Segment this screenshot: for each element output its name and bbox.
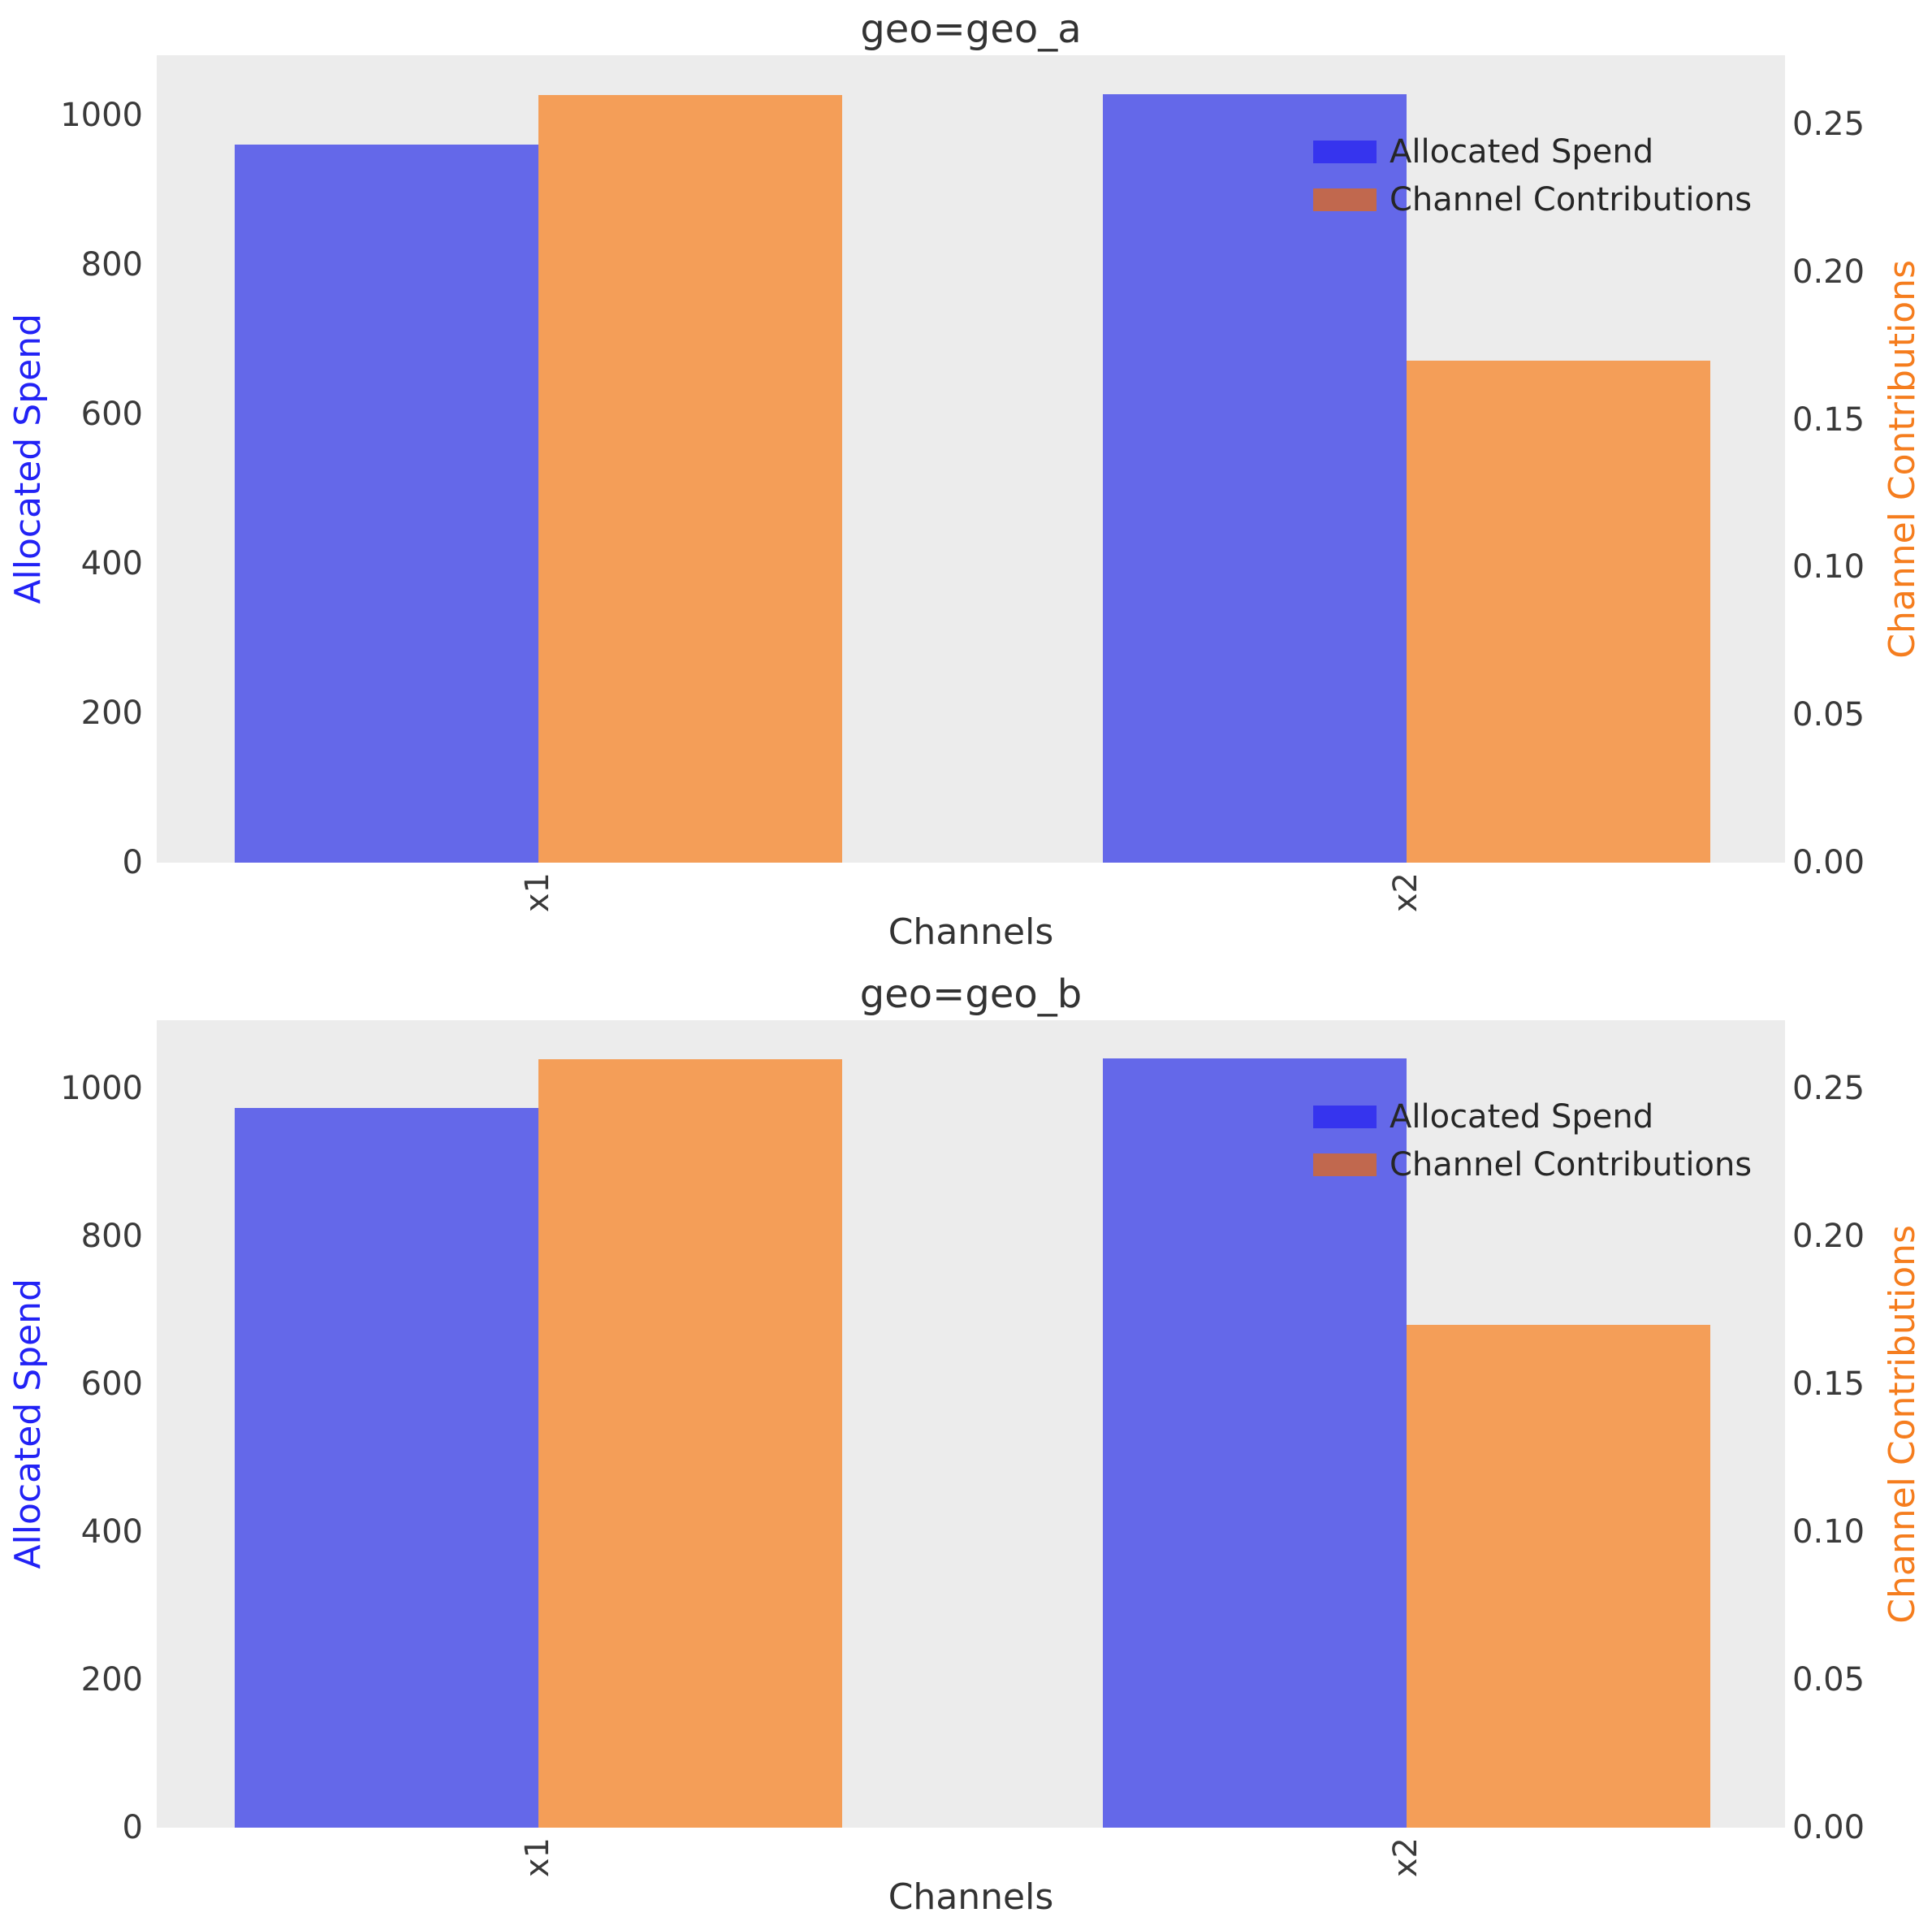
plot-area: Allocated Spend Channel Contributions <box>157 55 1785 863</box>
right-y-tick-label: 0.25 <box>1792 1070 1865 1108</box>
bar-channel-contributions-x2 <box>1407 1325 1710 1828</box>
legend-label: Channel Contributions <box>1390 181 1753 219</box>
left-y-tick-label: 800 <box>80 245 143 283</box>
right-y-tick-label: 0.15 <box>1792 400 1865 439</box>
x-tick-label-x2: x2 <box>1387 872 1425 913</box>
legend-swatch-icon <box>1313 188 1377 211</box>
bar-allocated-spend-x1 <box>235 1108 538 1828</box>
left-y-tick-label: 600 <box>80 1365 143 1403</box>
right-y-tick-label: 0.20 <box>1792 1218 1865 1256</box>
left-y-tick-label: 600 <box>80 395 143 433</box>
x-tick-label-x1: x1 <box>518 872 556 913</box>
bar-allocated-spend-x2 <box>1103 1058 1407 1828</box>
legend-item: Channel Contributions <box>1313 180 1752 220</box>
chart-title: geo=geo_b <box>859 971 1083 1017</box>
left-y-tick-label: 400 <box>80 1512 143 1551</box>
right-y-tick-label: 0.05 <box>1792 696 1865 734</box>
x-axis-label: Channels <box>888 911 1054 953</box>
legend-item: Allocated Spend <box>1313 132 1752 172</box>
subplot-geo-a: geo=geo_a Allocated Spend Channel Contri… <box>0 6 1932 953</box>
bar-channel-contributions-x1 <box>538 1059 842 1828</box>
right-y-tick-label: 0.10 <box>1792 548 1865 586</box>
left-y-tick-label: 800 <box>80 1217 143 1255</box>
left-axis-ticks: 0 200 400 600 800 1000 <box>0 1020 143 1846</box>
legend-label: Allocated Spend <box>1390 1098 1654 1136</box>
left-y-tick-label: 0 <box>122 844 143 881</box>
bar-channel-contributions-x1 <box>538 94 842 863</box>
legend-item: Channel Contributions <box>1313 1145 1752 1185</box>
right-axis-ticks: 0.00 0.05 0.10 0.15 0.20 0.25 <box>1792 1020 1932 1846</box>
legend-swatch-icon <box>1313 1153 1377 1176</box>
right-y-tick-label: 0.00 <box>1792 844 1865 881</box>
x-tick-label-x1: x1 <box>518 1837 556 1878</box>
legend-swatch-icon <box>1313 1106 1377 1128</box>
x-axis-label: Channels <box>888 1876 1054 1918</box>
right-y-tick-label: 0.20 <box>1792 253 1865 291</box>
plot-area: Allocated Spend Channel Contributions <box>157 1020 1785 1828</box>
bar-allocated-spend-x2 <box>1103 93 1407 863</box>
right-y-tick-label: 0.15 <box>1792 1365 1865 1404</box>
legend-label: Allocated Spend <box>1390 133 1654 171</box>
left-y-tick-label: 200 <box>80 694 143 732</box>
chart-title: geo=geo_a <box>860 6 1082 52</box>
x-tick-label-x2: x2 <box>1387 1837 1425 1878</box>
legend-swatch-icon <box>1313 141 1377 163</box>
right-y-tick-label: 0.00 <box>1792 1809 1865 1846</box>
bar-channel-contributions-x2 <box>1407 360 1710 863</box>
legend: Allocated Spend Channel Contributions <box>1313 132 1752 227</box>
right-y-tick-label: 0.25 <box>1792 106 1865 144</box>
subplot-geo-b: geo=geo_b Allocated Spend Channel Contri… <box>0 965 1932 1930</box>
bar-allocated-spend-x1 <box>235 145 538 863</box>
left-y-tick-label: 1000 <box>60 1069 143 1107</box>
legend-item: Allocated Spend <box>1313 1097 1752 1137</box>
left-y-tick-label: 0 <box>122 1809 143 1846</box>
left-axis-ticks: 0 200 400 600 800 1000 <box>0 55 143 881</box>
right-y-tick-label: 0.05 <box>1792 1661 1865 1699</box>
legend: Allocated Spend Channel Contributions <box>1313 1097 1752 1192</box>
right-axis-ticks: 0.00 0.05 0.10 0.15 0.20 0.25 <box>1792 55 1932 881</box>
left-y-tick-label: 400 <box>80 544 143 582</box>
left-y-tick-label: 1000 <box>60 96 143 134</box>
legend-label: Channel Contributions <box>1390 1146 1753 1184</box>
right-y-tick-label: 0.10 <box>1792 1513 1865 1551</box>
left-y-tick-label: 200 <box>80 1660 143 1698</box>
